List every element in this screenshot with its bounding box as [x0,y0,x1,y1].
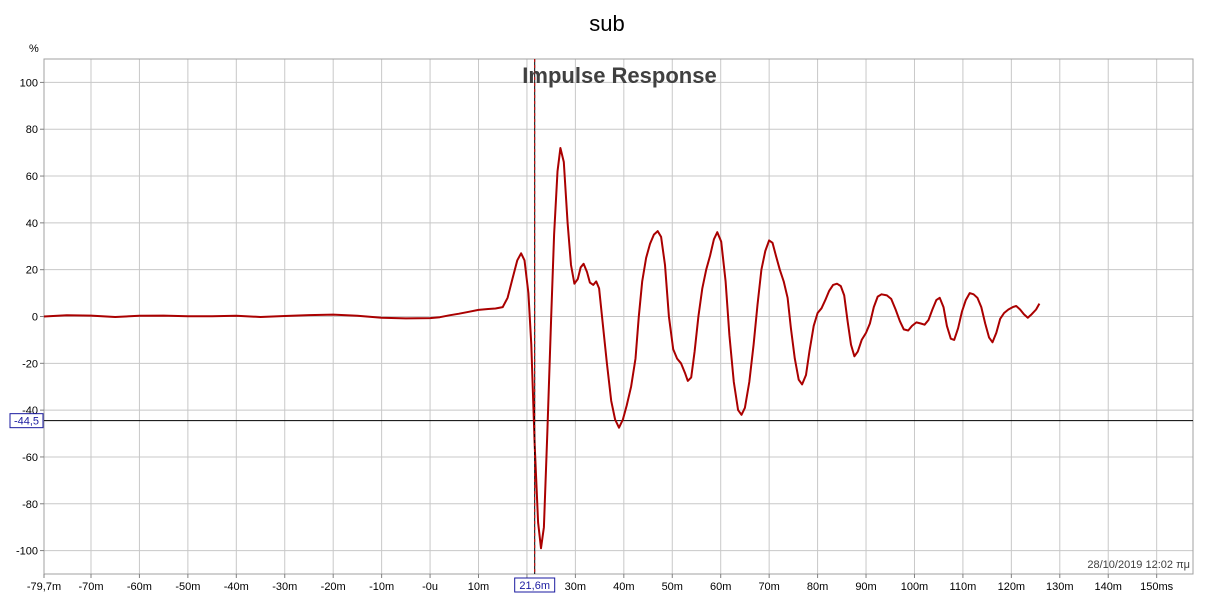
y-tick-label: 100 [20,77,38,89]
x-tick-label: -50m [175,581,200,593]
chart-title: sub [589,11,624,36]
x-tick-label: -79,7m [27,581,61,593]
x-tick-label: -70m [78,581,103,593]
x-tick-label: 140m [1094,581,1122,593]
y-tick-label: 20 [26,265,38,277]
y-axis-unit: % [29,43,39,55]
x-tick-label: 50m [662,581,683,593]
x-tick-label: 30m [565,581,586,593]
x-tick-label: -30m [272,581,297,593]
x-tick-label: 80m [807,581,828,593]
cursor-label: 21,6m [519,580,550,592]
x-tick-label: -0u [422,581,438,593]
y-tick-label: 0 [32,312,38,324]
x-tick-label: 130m [1046,581,1074,593]
y-tick-label: 40 [26,218,38,230]
x-tick-label: -20m [321,581,346,593]
x-tick-label: 40m [613,581,634,593]
x-tick-label: -60m [127,581,152,593]
y-tick-label: -80 [22,499,38,511]
plot-title: Impulse Response [522,63,716,88]
x-tick-label: 110m [950,581,977,593]
y-tick-label: -60 [22,452,38,464]
x-tick-label: 10m [468,581,489,593]
timestamp: 28/10/2019 12:02 πμ [1087,559,1190,571]
x-tick-label: 90m [855,581,876,593]
x-tick-label: 150ms [1140,581,1174,593]
impulse-response-line [43,147,1041,550]
x-tick-label: -40m [224,581,249,593]
x-tick-label: 100m [901,581,929,593]
x-tick-label: -10m [369,581,394,593]
y-tick-label: 80 [26,124,38,136]
x-axis: -79,7m -70m -60m -50m -40m -30m -20m -10m -0u 10m… [27,574,1174,593]
y-tick-label: 60 [26,171,38,183]
x-tick-label: 120m [998,581,1026,593]
horizontal-marker-label: -44,5 [14,416,39,428]
y-tick-label: -100 [16,546,38,558]
y-tick-label: -20 [22,358,38,370]
horizontal-marker-badge[interactable]: -44,5 [9,413,44,429]
x-tick-label: 70m [758,581,779,593]
x-tick-label: 60m [710,581,731,593]
cursor-badge[interactable]: 21,6m [514,577,556,593]
